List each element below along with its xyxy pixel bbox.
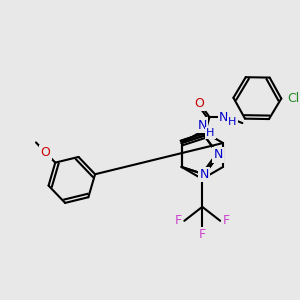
Text: O: O (41, 146, 51, 159)
Text: H: H (206, 128, 214, 138)
Text: F: F (199, 228, 206, 241)
Text: O: O (195, 97, 204, 110)
Text: H: H (228, 117, 237, 127)
Text: Cl: Cl (287, 92, 299, 105)
Text: F: F (175, 214, 182, 227)
Text: F: F (223, 214, 230, 227)
Text: N: N (198, 118, 207, 132)
Text: N: N (200, 168, 209, 181)
Text: N: N (214, 148, 223, 161)
Text: N: N (219, 111, 228, 124)
